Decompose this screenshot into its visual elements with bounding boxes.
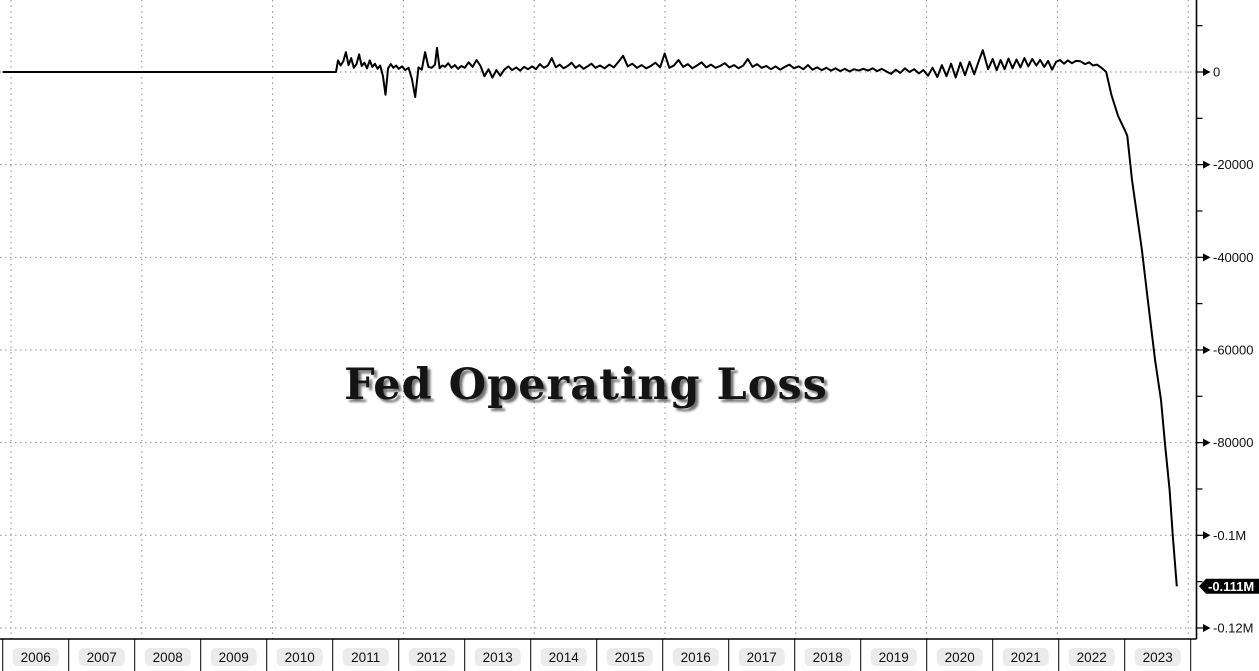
year-label: 2007 <box>87 650 117 665</box>
y-axis-label: -40000 <box>1213 250 1253 265</box>
tick-arrow-icon <box>1203 623 1211 632</box>
year-label-pill <box>870 648 917 666</box>
year-label: 2006 <box>21 650 51 665</box>
year-label: 2023 <box>1143 650 1173 665</box>
year-label: 2014 <box>549 650 580 665</box>
last-value-badge <box>1199 578 1259 594</box>
year-label-pill <box>276 648 323 666</box>
y-axis-label: -0.1M <box>1213 528 1246 543</box>
year-label-pill <box>606 648 653 666</box>
tick-arrow-icon <box>1203 253 1211 262</box>
year-label: 2022 <box>1077 650 1107 665</box>
tick-arrow-icon <box>1203 531 1211 540</box>
year-label-pill <box>12 648 59 666</box>
year-label-pill <box>210 648 257 666</box>
year-label-pill <box>144 648 191 666</box>
year-label-pill <box>738 648 785 666</box>
year-label: 2012 <box>417 650 447 665</box>
year-label: 2011 <box>351 650 380 665</box>
chart-title: Fed Operating Loss <box>344 360 828 410</box>
y-axis-label: -0.12M <box>1213 620 1253 635</box>
tick-arrow-icon <box>1203 438 1211 447</box>
year-label-pill <box>1134 648 1181 666</box>
year-label-pill <box>1068 648 1115 666</box>
y-axis-label: -80000 <box>1213 435 1253 450</box>
year-label-pill <box>672 648 719 666</box>
year-label: 2021 <box>1011 650 1041 665</box>
year-label: 2010 <box>285 650 315 665</box>
year-label-pill <box>408 648 455 666</box>
year-label-pill <box>342 648 389 666</box>
year-label: 2018 <box>813 650 843 665</box>
last-value-label: -0.111M <box>1208 579 1254 594</box>
year-label: 2008 <box>153 650 183 665</box>
year-label-pill <box>540 648 587 666</box>
y-axis-label: 0 <box>1213 65 1220 80</box>
tick-arrow-icon <box>1203 160 1211 169</box>
year-label: 2013 <box>483 650 513 665</box>
y-axis-label: -60000 <box>1213 342 1253 357</box>
year-label: 2019 <box>879 650 909 665</box>
price-line <box>2 46 1178 587</box>
year-label-pill <box>804 648 851 666</box>
year-label-pill <box>936 648 983 666</box>
year-label: 2015 <box>615 650 645 665</box>
year-label: 2009 <box>219 650 249 665</box>
tick-arrow-icon <box>1203 68 1211 76</box>
year-label: 2017 <box>747 650 777 665</box>
year-label-pill <box>78 648 125 666</box>
y-axis-label: -20000 <box>1213 157 1253 172</box>
year-label-pill <box>1002 648 1049 666</box>
year-label: 2020 <box>945 650 975 665</box>
year-label-pill <box>474 648 521 666</box>
year-label: 2016 <box>681 650 711 665</box>
tick-arrow-icon <box>1203 345 1211 354</box>
